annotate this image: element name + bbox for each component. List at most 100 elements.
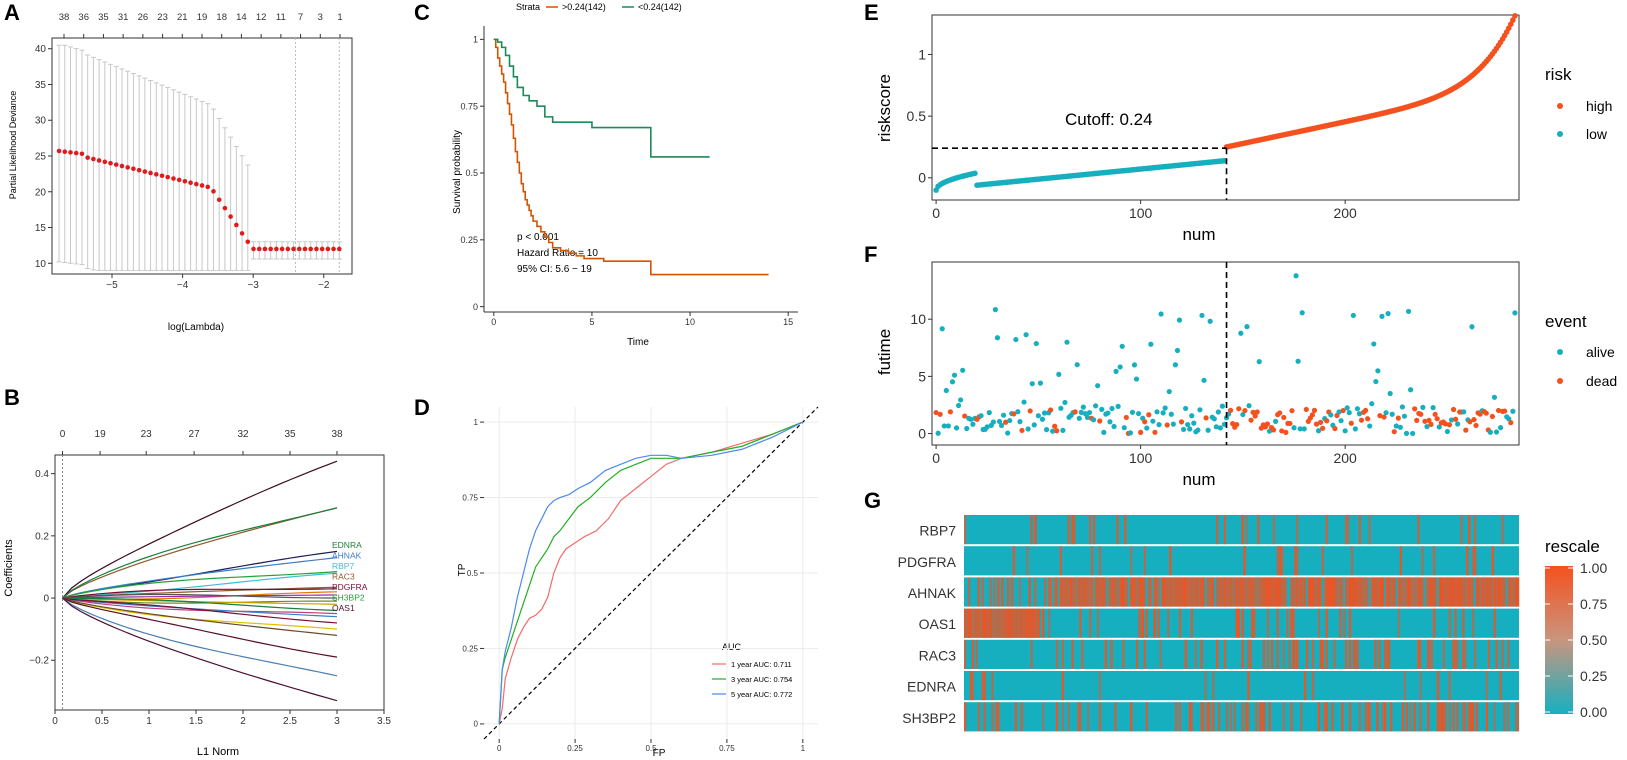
panel-g-cell: [1380, 577, 1383, 607]
panel-g-cell: [1419, 671, 1422, 701]
panel-g-cell: [1296, 515, 1299, 545]
panel-g-cell: [1143, 639, 1147, 669]
panel-b-xtick-label: 2: [240, 716, 246, 727]
panel-f-point: [1418, 411, 1424, 417]
panel-f-point: [1252, 413, 1258, 419]
panel-g-cell: [1450, 577, 1453, 607]
panel-e-legend-low: low: [1586, 126, 1608, 142]
panel-g-cell: [1079, 577, 1082, 607]
panel-f-point: [1144, 425, 1150, 431]
panel-f-legend-dot-dead: [1557, 378, 1563, 384]
panel-g-cell: [1192, 577, 1195, 607]
panel-g-cell: [1476, 577, 1479, 607]
panel-g-cell: [1212, 577, 1215, 607]
panel-g-cell: [1130, 577, 1133, 607]
panel-g-cell: [1188, 702, 1191, 732]
panel-e-legend-dot-low: [1557, 131, 1563, 137]
panel-b-coef-line: [62, 571, 338, 599]
panel-g-cell: [997, 577, 1000, 607]
panel-a-point: [296, 246, 302, 252]
panel-g-cell: [1487, 577, 1490, 607]
panel-f-point: [1138, 429, 1144, 436]
panel-g-cell: [1065, 577, 1068, 607]
panel-c-ylabel: Survival probability: [452, 130, 463, 214]
panel-b-coef-line: [62, 597, 338, 677]
panel-f-point: [994, 335, 1001, 341]
panel-g-cell: [1132, 577, 1135, 607]
panel-g-cell: [1452, 702, 1455, 732]
panel-a-ytick-label: 20: [35, 187, 47, 198]
panel-g-cell: [1429, 577, 1432, 607]
panel-g-cell: [1028, 577, 1031, 607]
panel-f-point: [1074, 362, 1080, 368]
panel-f-point: [1403, 430, 1410, 436]
panel-g-cell: [1122, 639, 1125, 669]
panel-g-cell: [1393, 577, 1397, 607]
panel-f-point: [1029, 381, 1035, 387]
panel-g-cell: [1264, 577, 1268, 607]
panel-b-gene-label: RBP7: [332, 561, 354, 571]
panel-g-cell: [1290, 608, 1293, 638]
panel-g-cell: [1262, 639, 1266, 669]
panel-g-cell: [1175, 577, 1178, 607]
panel-g-cell: [1415, 577, 1418, 607]
panel-g-cell: [1456, 577, 1459, 607]
panel-f-xlabel: num: [1182, 470, 1215, 489]
panel-a-point: [56, 148, 62, 154]
panel-e-point: [1510, 17, 1516, 23]
panel-g-cell: [1339, 577, 1342, 607]
panel-f-point: [1129, 409, 1136, 415]
panel-g-cell: [1030, 639, 1033, 669]
panel-c-hazard-ratio: Hazard Ratio = 10: [517, 248, 598, 259]
panel-f-point: [1338, 418, 1344, 424]
panel-g-cell: [1296, 639, 1299, 669]
panel-g-cell: [1325, 702, 1328, 732]
panel-g-cell: [1218, 577, 1221, 607]
panel-g-cell: [1403, 671, 1406, 701]
panel-label-b: B: [4, 385, 20, 410]
panel-f-point: [1003, 419, 1009, 425]
panel-g-cell: [1442, 639, 1446, 669]
panel-g-cell: [1325, 577, 1328, 607]
panel-g-cell: [1434, 577, 1438, 607]
panel-g-cell: [1358, 702, 1362, 732]
panel-g-cell: [1429, 639, 1432, 669]
panel-a-ytick-label: 10: [35, 259, 47, 270]
panel-g-cell: [1163, 577, 1166, 607]
panel-f-point: [1301, 426, 1307, 432]
panel-g-cell: [1098, 577, 1102, 607]
panel-g-cell: [1061, 577, 1064, 607]
panel-f-point: [968, 416, 974, 422]
panel-f-point: [1043, 427, 1050, 433]
panel-g-cell: [1333, 577, 1336, 607]
panel-f-point: [1414, 417, 1420, 423]
panel-f-point: [1375, 368, 1381, 374]
panel-g-cell: [1077, 577, 1080, 607]
panel-g-cell: [1177, 577, 1180, 607]
panel-g-cell: [1493, 608, 1496, 638]
panel-f-point: [1013, 336, 1019, 343]
panel-g-cell: [1499, 577, 1502, 607]
panel-f-point: [1017, 419, 1023, 425]
panel-c-xtick-label: 5: [589, 317, 594, 327]
panel-f-point: [992, 307, 999, 313]
panel-g-row-label: EDNRA: [907, 679, 957, 695]
panel-c-xtick-label: 10: [685, 317, 695, 327]
panel-a-point: [171, 176, 176, 181]
panel-f-point: [1391, 429, 1397, 435]
panel-f-point: [1246, 403, 1252, 409]
panel-g-cell: [1376, 577, 1379, 607]
panel-g-cell: [1286, 608, 1289, 638]
panel-f-point: [1248, 417, 1254, 423]
panel-g-cell: [1081, 577, 1084, 607]
panel-a-point: [73, 150, 79, 156]
panel-g-cell: [1366, 702, 1369, 732]
panel-g-cell: [1198, 577, 1201, 607]
panel-b-top-tick-label: 27: [189, 429, 201, 440]
panel-f-point: [1422, 418, 1428, 424]
panel-g-cell: [1030, 515, 1033, 545]
panel-f-ytick-label: 5: [918, 368, 926, 384]
panel-f-point: [1467, 419, 1473, 425]
panel-f-point: [1217, 425, 1223, 431]
panel-g-cell: [1014, 608, 1018, 638]
